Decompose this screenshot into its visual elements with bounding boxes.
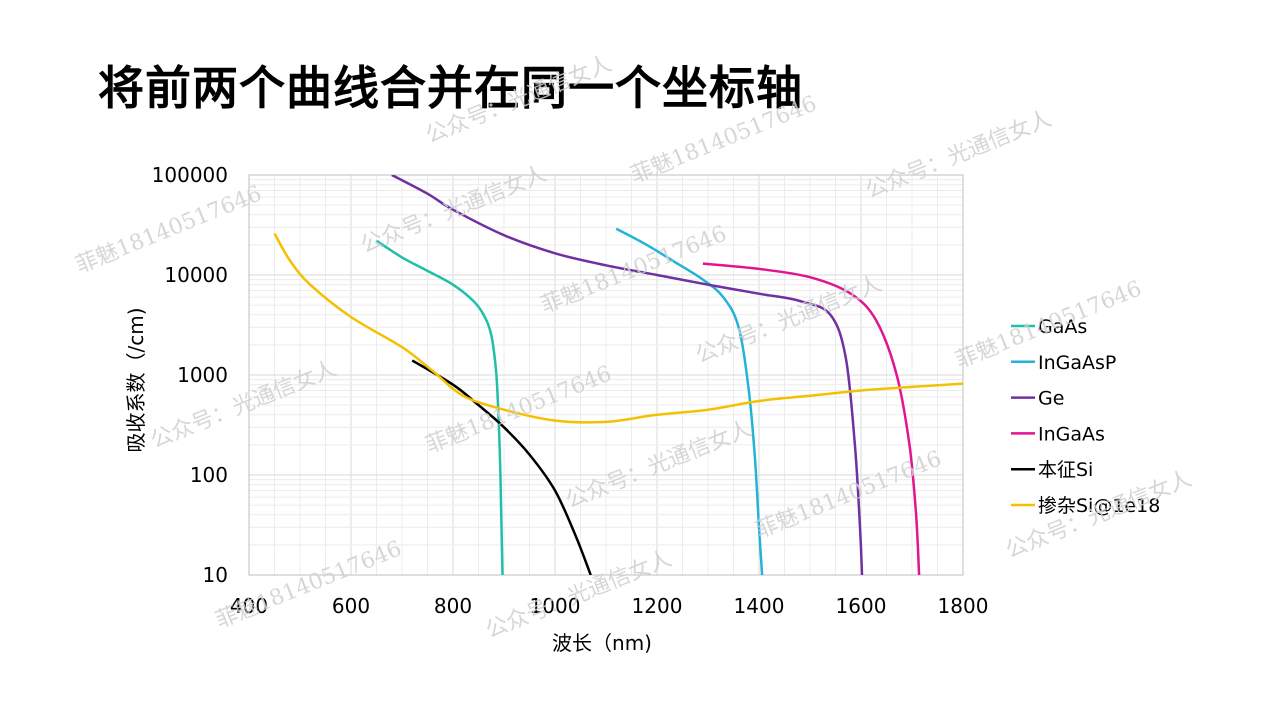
chart-series bbox=[273, 175, 963, 575]
series-line-InGaAs bbox=[702, 262, 921, 575]
legend-label: Ge bbox=[1038, 388, 1064, 410]
x-tick-label: 1000 bbox=[530, 594, 581, 618]
x-tick-label: 400 bbox=[230, 594, 268, 618]
x-tick-label: 1200 bbox=[632, 594, 683, 618]
y-tick-label: 100 bbox=[190, 463, 228, 487]
chart-axes: 400 600 800 1000 1200 1400 1600 1800 10 100 1000 10… bbox=[152, 163, 989, 618]
x-tick-label: 600 bbox=[332, 594, 370, 618]
page-title: 将前两个曲线合并在同一个坐标轴 bbox=[98, 61, 803, 115]
legend-label: InGaAsP bbox=[1038, 352, 1116, 374]
x-tick-label: 800 bbox=[434, 594, 472, 618]
series-line-掺杂Si@1e18 bbox=[273, 232, 963, 424]
x-tick-label: 1400 bbox=[734, 594, 785, 618]
series-line-InGaAsP bbox=[615, 227, 764, 575]
legend-label: 掺杂Si@1e18 bbox=[1038, 495, 1160, 517]
legend-label: GaAs bbox=[1038, 316, 1087, 338]
legend-label: InGaAs bbox=[1038, 423, 1105, 445]
y-tick-label: 100000 bbox=[152, 163, 228, 187]
series-line-Ge bbox=[391, 175, 864, 575]
series-line-GaAs bbox=[375, 239, 504, 575]
plot-frame bbox=[248, 174, 964, 576]
x-tick-label: 1600 bbox=[836, 594, 887, 618]
y-tick-label: 10 bbox=[203, 563, 228, 587]
legend-label: 本征Si bbox=[1038, 459, 1093, 481]
y-axis-label: 吸收系数（/cm) bbox=[124, 307, 148, 452]
chart-legend: GaAs InGaAsP Ge InGaAs 本征Si 掺杂Si@1e18 bbox=[1011, 316, 1160, 517]
chart-grid bbox=[248, 174, 964, 576]
x-tick-label: 1800 bbox=[938, 594, 989, 618]
x-axis-label: 波长（nm) bbox=[552, 631, 652, 655]
y-tick-label: 1000 bbox=[177, 363, 228, 387]
y-tick-label: 10000 bbox=[164, 263, 228, 287]
series-line-本征Si bbox=[411, 359, 592, 575]
